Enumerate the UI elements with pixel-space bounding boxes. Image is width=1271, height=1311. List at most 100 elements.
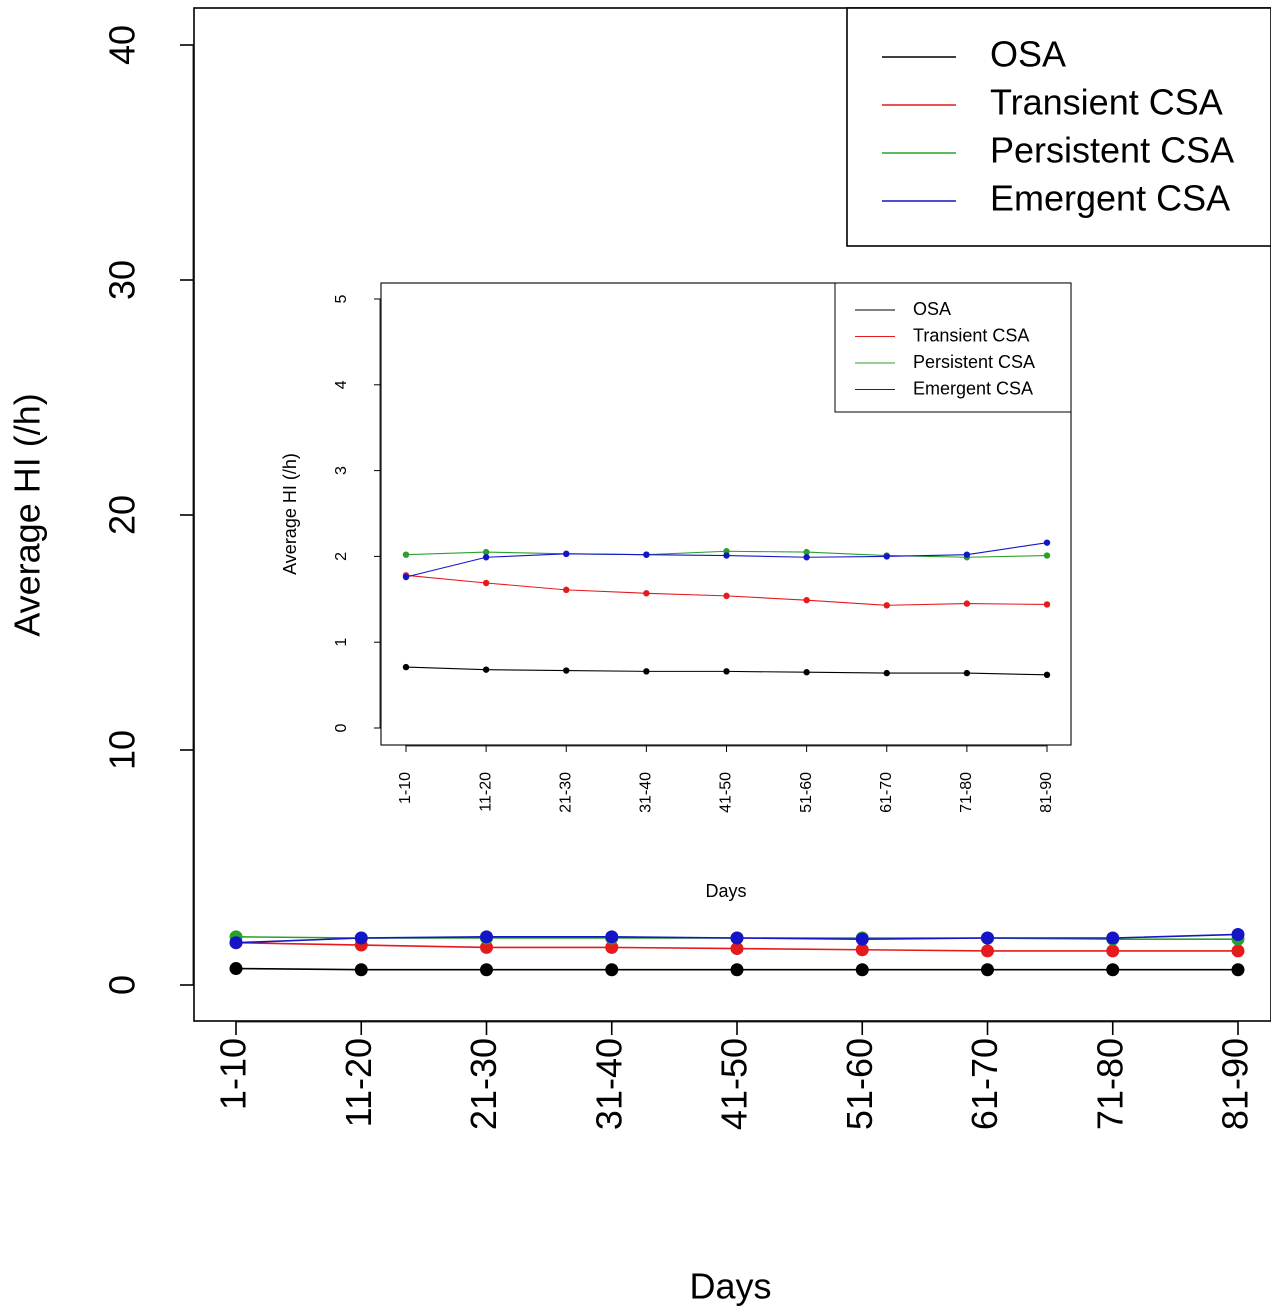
data-point xyxy=(723,552,730,559)
data-point xyxy=(730,963,744,977)
data-point xyxy=(563,586,570,594)
x-axis-label: Days xyxy=(705,881,746,901)
x-tick-label: 11-20 xyxy=(477,772,494,812)
data-point xyxy=(803,554,810,561)
x-tick-label: 11-20 xyxy=(338,1038,379,1127)
x-tick-label: 81-90 xyxy=(1215,1038,1256,1130)
y-tick-label: 5 xyxy=(333,294,350,303)
x-tick-label: 41-50 xyxy=(714,1038,755,1130)
y-tick-label: 40 xyxy=(102,25,143,65)
x-tick-label: 51-60 xyxy=(839,1038,880,1130)
y-tick-label: 30 xyxy=(102,260,143,300)
data-point xyxy=(730,931,744,945)
data-point xyxy=(402,573,410,581)
data-point xyxy=(482,579,490,587)
data-point xyxy=(1106,944,1120,958)
x-tick-label: 1-10 xyxy=(397,772,414,804)
x-tick-label: 81-90 xyxy=(1038,772,1055,813)
x-tick-label: 61-70 xyxy=(964,1038,1005,1130)
data-point xyxy=(1231,963,1245,977)
data-point xyxy=(981,963,994,977)
data-point xyxy=(229,936,243,950)
data-point xyxy=(563,550,570,558)
legend-label: OSA xyxy=(913,299,951,319)
y-tick-label: 10 xyxy=(102,730,143,770)
data-point xyxy=(229,962,243,976)
y-axis-label: Average HI (/h) xyxy=(280,453,300,575)
data-point xyxy=(883,602,890,609)
legend-label: Transient CSA xyxy=(990,82,1223,123)
legend-label: Transient CSA xyxy=(913,325,1029,345)
data-point xyxy=(1043,552,1051,559)
legend-label: OSA xyxy=(990,34,1066,75)
data-point xyxy=(402,663,410,671)
data-point xyxy=(354,963,368,977)
y-axis-label: Average HI (/h) xyxy=(7,393,48,636)
legend-label: Emergent CSA xyxy=(913,378,1033,398)
data-point xyxy=(855,932,869,946)
legend-box xyxy=(846,7,1271,247)
data-point xyxy=(855,963,869,977)
legend-label: Persistent CSA xyxy=(913,352,1035,372)
data-point xyxy=(981,944,994,958)
data-point xyxy=(1231,927,1245,941)
data-point xyxy=(482,548,490,556)
data-point xyxy=(1043,601,1051,608)
data-point xyxy=(803,548,810,556)
y-tick-label: 1 xyxy=(333,638,350,647)
x-tick-label: 21-30 xyxy=(463,1038,504,1130)
x-tick-label: 51-60 xyxy=(798,772,815,813)
x-tick-label: 31-40 xyxy=(638,772,655,813)
data-point xyxy=(963,600,971,607)
data-point xyxy=(480,930,493,944)
data-point xyxy=(605,930,619,944)
data-point xyxy=(1106,931,1120,945)
data-point xyxy=(480,963,493,977)
data-point xyxy=(1231,944,1245,958)
legend-box xyxy=(834,282,1072,413)
data-point xyxy=(643,590,650,597)
y-tick-label: 4 xyxy=(333,380,350,389)
data-point xyxy=(803,669,810,676)
data-point xyxy=(883,669,890,677)
y-tick-label: 0 xyxy=(333,723,350,732)
x-tick-label: 21-30 xyxy=(557,772,574,813)
data-point xyxy=(605,963,619,977)
y-tick-label: 20 xyxy=(102,495,143,535)
x-tick-label: 71-80 xyxy=(958,772,975,813)
data-point xyxy=(605,940,619,954)
x-tick-label: 1-10 xyxy=(213,1038,254,1110)
data-point xyxy=(1043,671,1051,679)
x-tick-label: 71-80 xyxy=(1089,1038,1130,1130)
data-point xyxy=(354,931,368,945)
data-point xyxy=(855,943,869,957)
y-tick-label: 2 xyxy=(333,552,350,561)
data-point xyxy=(730,942,744,956)
data-point xyxy=(402,551,410,558)
legend-label: Persistent CSA xyxy=(990,130,1234,171)
data-point xyxy=(883,553,890,560)
x-tick-label: 61-70 xyxy=(878,772,895,813)
data-point xyxy=(643,551,650,558)
data-point xyxy=(643,668,650,675)
data-point xyxy=(981,931,994,945)
data-point xyxy=(803,596,810,604)
legend-label: Emergent CSA xyxy=(990,178,1230,219)
x-tick-label: 31-40 xyxy=(588,1038,629,1130)
data-point xyxy=(480,940,493,954)
x-tick-label: 41-50 xyxy=(718,772,735,813)
data-point xyxy=(482,554,490,561)
data-point xyxy=(482,666,490,673)
data-point xyxy=(963,551,971,558)
data-point xyxy=(1043,539,1051,546)
x-axis-label: Days xyxy=(689,1266,771,1307)
data-point xyxy=(563,667,570,674)
data-point xyxy=(723,592,730,600)
data-point xyxy=(963,669,971,677)
y-tick-label: 0 xyxy=(102,975,143,995)
data-point xyxy=(1106,963,1120,977)
y-tick-label: 3 xyxy=(333,466,350,475)
data-point xyxy=(723,668,730,675)
